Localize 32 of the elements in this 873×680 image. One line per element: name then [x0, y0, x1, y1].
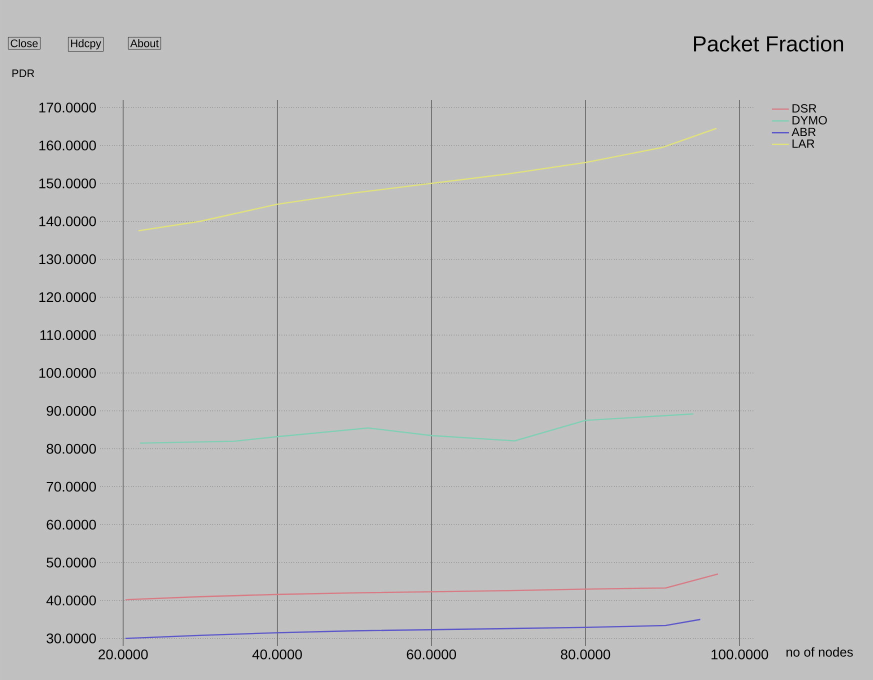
y-tick-label: 70.0000: [46, 482, 96, 492]
y-tick-label: 40.0000: [46, 596, 96, 606]
legend-label: DSR: [792, 104, 816, 113]
y-tick-label: 80.0000: [46, 444, 96, 454]
x-tick-label: 20.0000: [98, 649, 148, 660]
line-series: [138, 128, 718, 232]
y-tick-label: 150.0000: [39, 178, 96, 188]
chart-title: Packet Fraction: [694, 36, 844, 52]
x-tick-label: 80.0000: [560, 649, 610, 660]
legend-label: ABR: [792, 128, 816, 136]
y-tick-label: 90.0000: [46, 406, 96, 416]
legend-label: LAR: [792, 140, 814, 148]
y-tick-label: 100.0000: [39, 368, 96, 378]
x-tick-label: 60.0000: [406, 649, 456, 660]
line-series: [139, 413, 694, 444]
x-axis-title: no of nodes: [786, 647, 853, 657]
text: Close: [10, 39, 38, 48]
y-tick-label: 170.0000: [39, 102, 96, 113]
y-tick-label: 120.0000: [39, 292, 96, 302]
y-tick-label: 30.0000: [46, 633, 96, 644]
y-tick-label: 140.0000: [39, 216, 96, 226]
y-tick-label: 50.0000: [46, 558, 96, 568]
text: About: [130, 39, 159, 48]
y-tick-label: 130.0000: [39, 254, 96, 264]
y-tick-label: 60.0000: [46, 520, 96, 530]
y-axis-title: PDR: [12, 70, 34, 78]
x-tick-label: 100.0000: [712, 649, 768, 660]
legend-label: DYMO: [792, 116, 827, 124]
y-tick-label: 110.0000: [40, 330, 96, 340]
text: Hdcpy: [71, 39, 102, 50]
x-tick-label: 40.0000: [252, 649, 302, 660]
y-tick-label: 160.0000: [39, 140, 96, 150]
